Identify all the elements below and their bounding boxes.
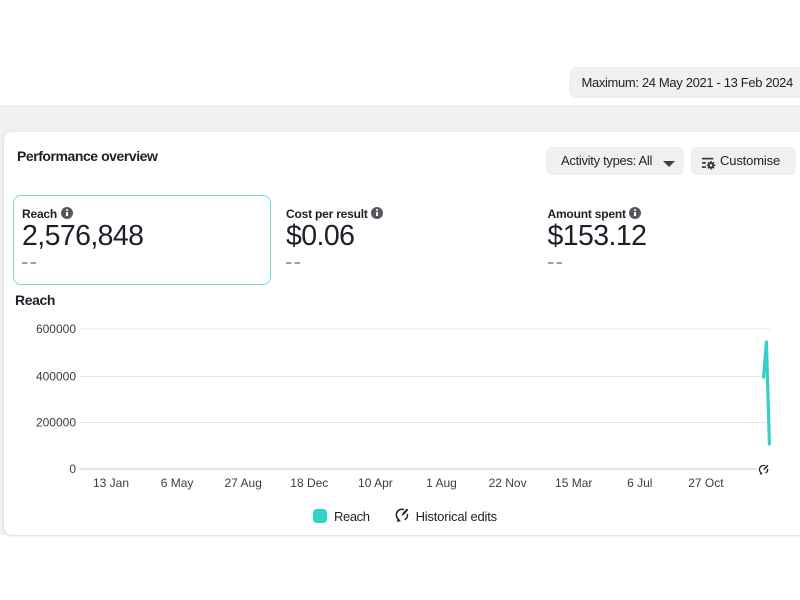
svg-text:15 Mar: 15 Mar bbox=[555, 476, 592, 490]
svg-text:27 Aug: 27 Aug bbox=[225, 476, 262, 490]
svg-text:6 May: 6 May bbox=[161, 476, 194, 490]
svg-text:200000: 200000 bbox=[36, 416, 76, 430]
svg-text:27 Oct: 27 Oct bbox=[688, 476, 724, 490]
svg-text:600000: 600000 bbox=[36, 322, 76, 336]
svg-text:6 Jul: 6 Jul bbox=[627, 476, 652, 490]
svg-text:400000: 400000 bbox=[36, 370, 76, 384]
svg-text:18 Dec: 18 Dec bbox=[290, 476, 328, 490]
svg-text:13 Jan: 13 Jan bbox=[93, 476, 129, 490]
svg-text:10 Apr: 10 Apr bbox=[358, 476, 393, 490]
svg-text:22 Nov: 22 Nov bbox=[489, 476, 527, 490]
svg-text:1 Aug: 1 Aug bbox=[426, 476, 457, 490]
svg-text:0: 0 bbox=[69, 462, 76, 476]
